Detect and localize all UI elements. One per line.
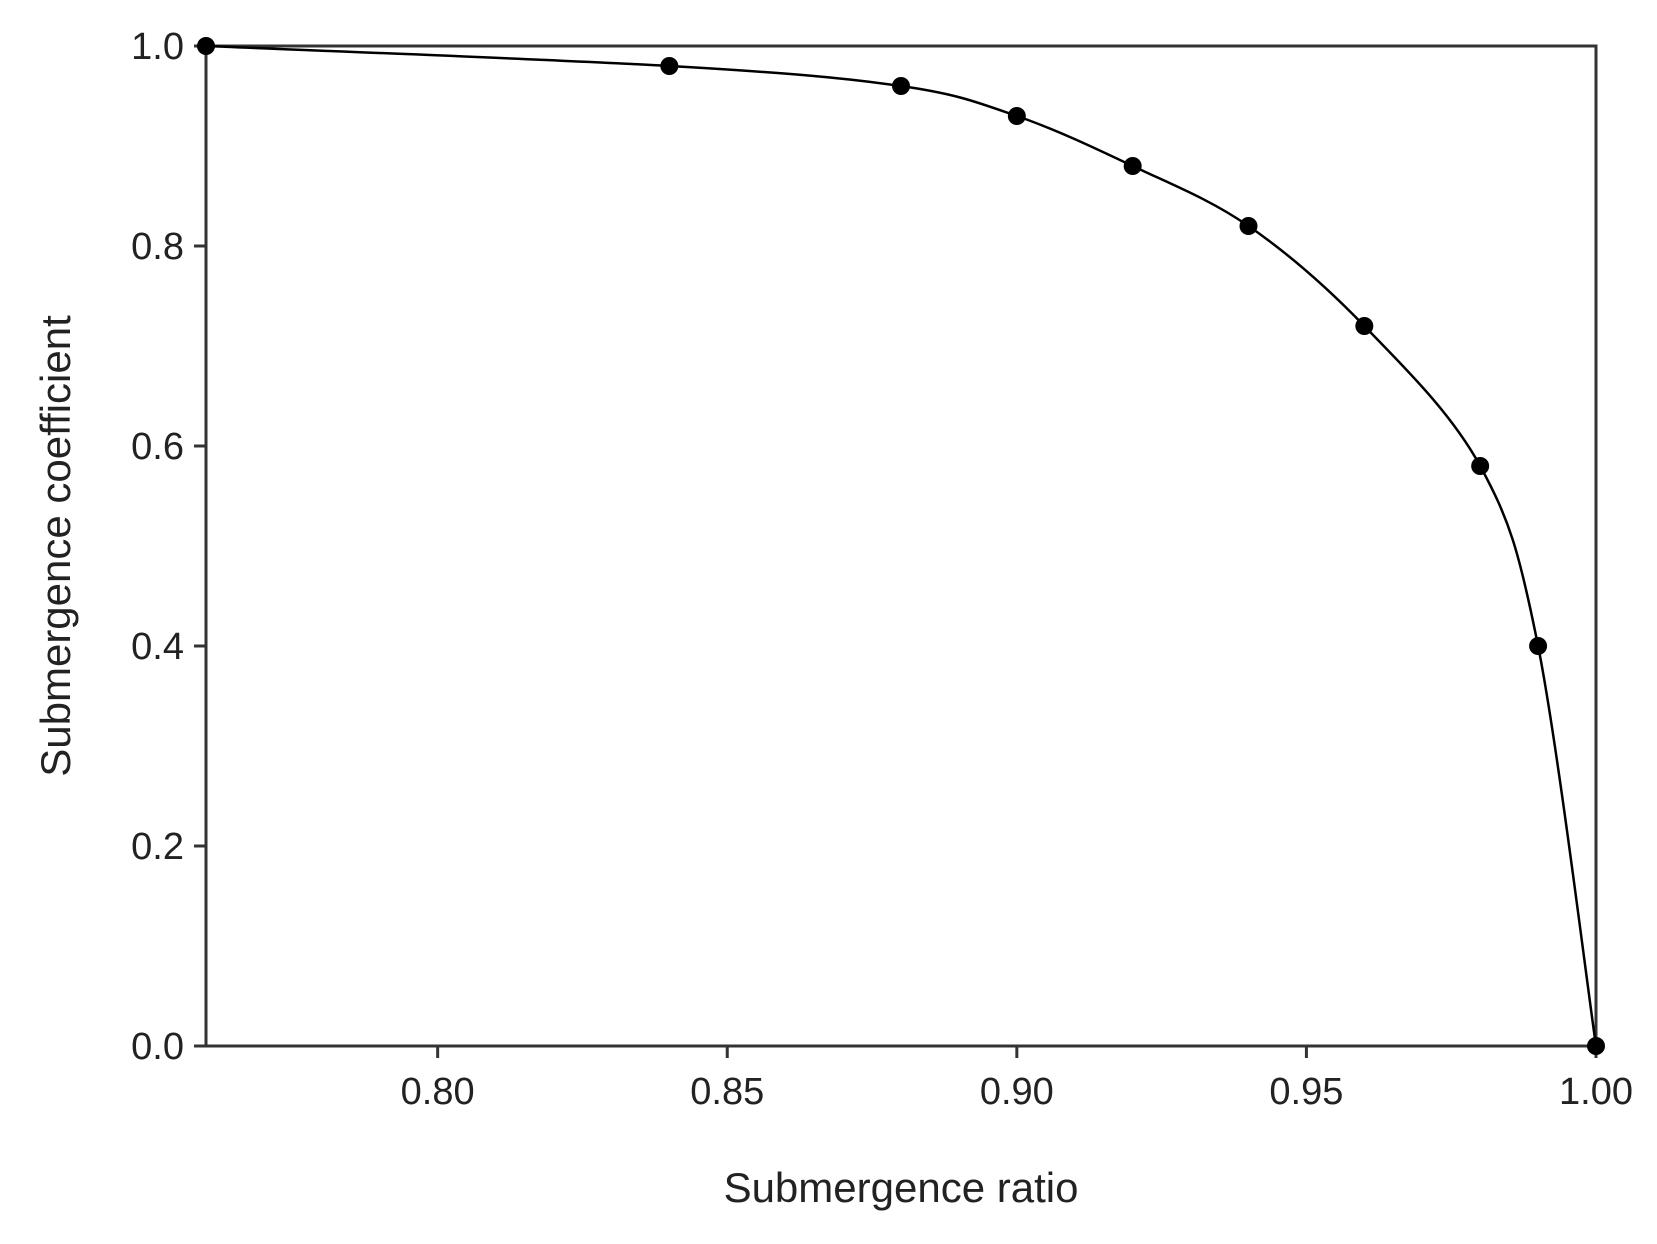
y-tick-label: 0.8: [131, 226, 184, 268]
x-tick-label: 1.00: [1559, 1071, 1633, 1113]
y-tick-label: 0.4: [131, 626, 184, 668]
data-point: [660, 57, 679, 75]
x-tick-label: 0.95: [1269, 1071, 1343, 1113]
data-point: [1355, 317, 1374, 335]
data-point: [1529, 637, 1548, 655]
series-markers: [197, 37, 1605, 1055]
data-point: [892, 77, 910, 95]
y-tick-label: 0.0: [131, 1026, 184, 1068]
y-tick-label: 0.6: [131, 426, 184, 468]
y-tick-label: 1.0: [131, 26, 184, 68]
data-point: [1239, 217, 1258, 235]
y-axis-title: Submergence coefficient: [32, 315, 79, 777]
x-tick-label: 0.90: [980, 1071, 1054, 1113]
data-point: [197, 37, 215, 55]
x-tick-label: 0.80: [401, 1071, 475, 1113]
y-tick-label: 0.2: [131, 826, 184, 868]
x-axis-ticks: 0.80 0.85 0.90 0.95 1.00: [401, 1046, 1633, 1113]
data-point: [1123, 157, 1142, 175]
y-axis-ticks: 0.0 0.2 0.4 0.6 0.8 1.0: [131, 26, 206, 1068]
data-point: [1007, 107, 1026, 125]
x-axis-title: Submergence ratio: [724, 1164, 1079, 1211]
plot-frame: [204, 44, 1598, 1048]
series-line: [205, 44, 1598, 1047]
data-point: [1471, 457, 1490, 475]
data-point: [1587, 1037, 1605, 1055]
x-tick-label: 0.85: [690, 1071, 764, 1113]
